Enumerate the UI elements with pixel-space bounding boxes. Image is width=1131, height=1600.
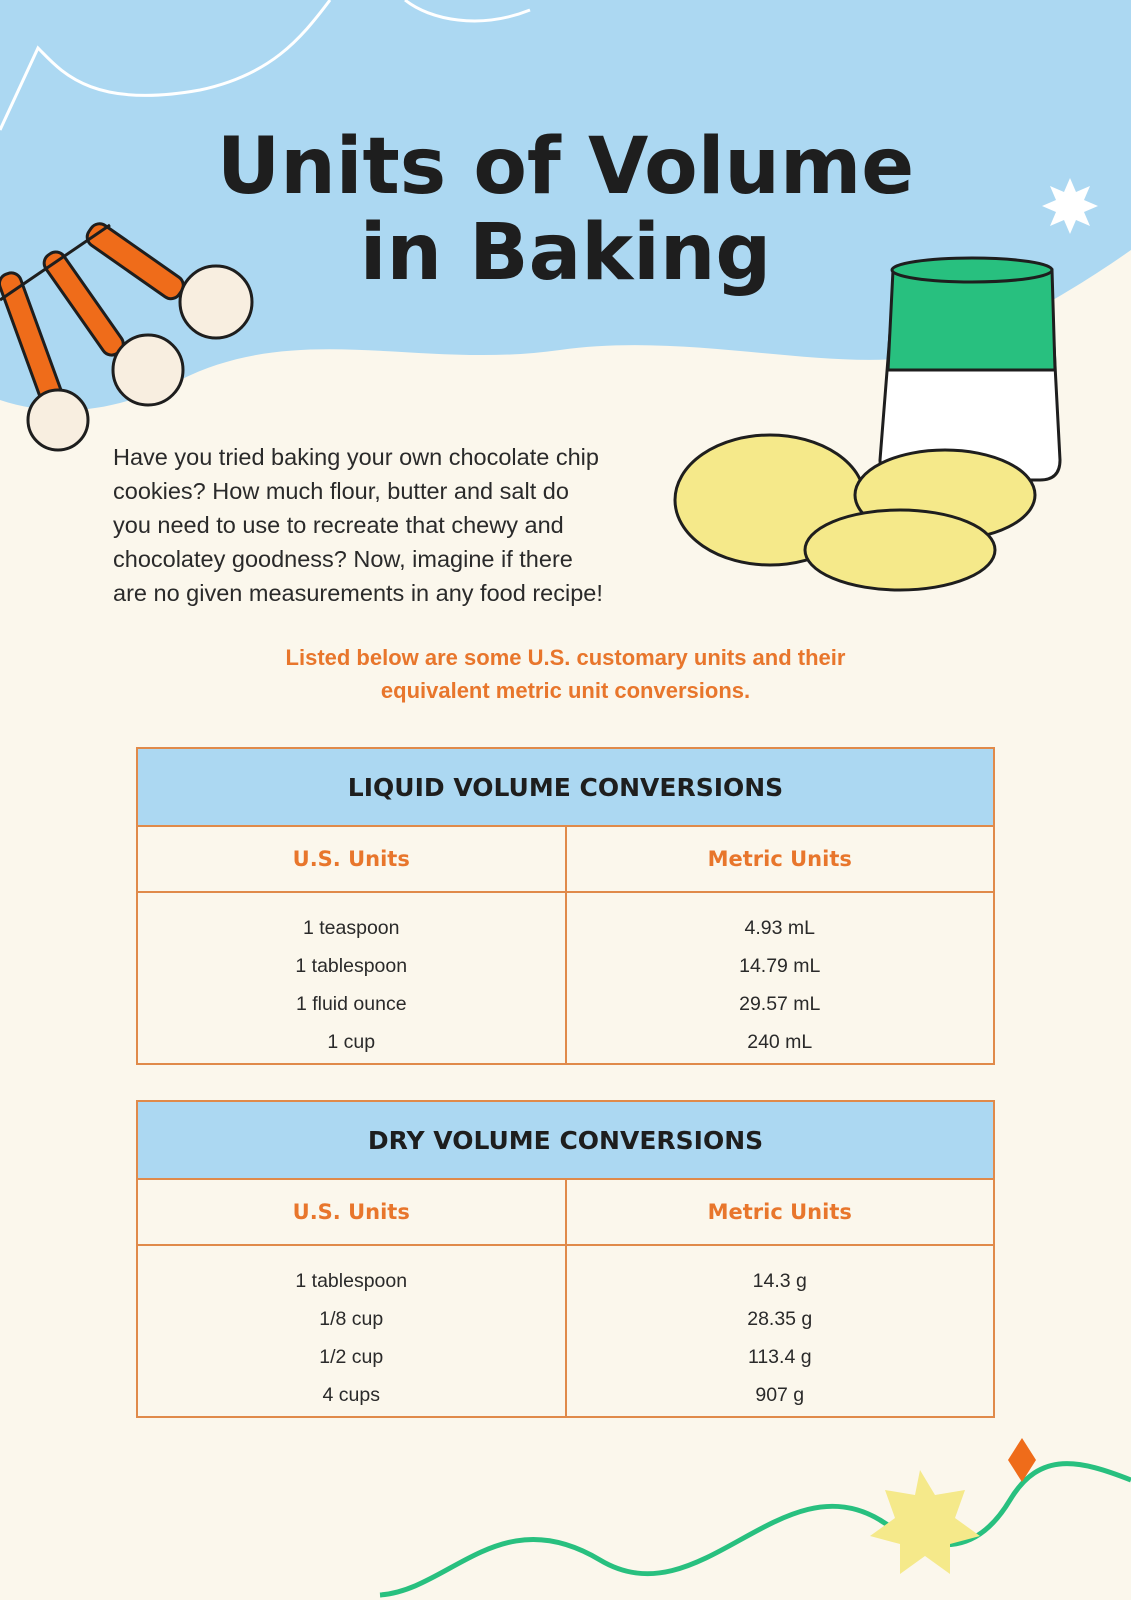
table-title: DRY VOLUME CONVERSIONS: [138, 1102, 993, 1180]
table-cell: 4 cups: [322, 1384, 380, 1406]
table-cell: 907 g: [755, 1384, 805, 1406]
table-cell: 14.79 mL: [739, 955, 821, 977]
table-header: U.S. Units Metric Units: [138, 827, 993, 893]
table-column: 14.3 g 28.35 g 113.4 g 907 g: [567, 1246, 994, 1416]
column-header: Metric Units: [707, 1200, 852, 1224]
table-body: 1 teaspoon 1 tablespoon 1 fluid ounce 1 cup…: [138, 893, 993, 1063]
note-line: equivalent metric unit conversions.: [380, 678, 751, 703]
intro-line: chocolatey goodness? Now, imagine if the…: [113, 546, 573, 572]
title: in Baking: [359, 208, 772, 298]
table-title: LIQUID VOLUME CONVERSIONS: [138, 749, 993, 827]
note-line: Listed below are some U.S. customary uni…: [285, 645, 846, 670]
table-cell: 113.4 g: [747, 1346, 812, 1368]
table: LIQUID VOLUME CONVERSIONS U.S. Units Metri…: [136, 747, 995, 1065]
intro-line: you need to use to recreate that chewy a…: [113, 512, 564, 538]
table-column: 4.93 mL 14.79 mL 29.57 mL 240 mL: [567, 893, 994, 1063]
table-cell: 28.35 g: [747, 1308, 813, 1330]
table-cell: 1 fluid ounce: [295, 993, 407, 1015]
table-column: 1 tablespoon 1/8 cup 1/2 cup 4 cups: [138, 1246, 567, 1416]
table-cell: 4.93 mL: [744, 917, 815, 939]
table-cell: 1 tablespoon: [295, 1270, 408, 1292]
table-cell: 1/8 cup: [319, 1308, 384, 1330]
table-cell: 1 tablespoon: [295, 955, 408, 977]
table-cell: 14.3 g: [752, 1270, 807, 1292]
column-header: U.S. Units: [138, 827, 567, 891]
table-cell: 1 teaspoon: [302, 917, 400, 939]
title: Units of Volume: [216, 122, 915, 212]
note: Listed below are some U.S. customary uni…: [0, 641, 1131, 707]
table-cell: 1/2 cup: [319, 1346, 384, 1368]
intro-line: cookies? How much flour, butter and salt…: [113, 478, 569, 504]
column-header: Metric Units: [707, 847, 852, 871]
intro-line: Have you tried baking your own chocolate…: [113, 444, 599, 470]
intro: Have you tried baking your own chocolate…: [113, 440, 603, 610]
table-cell: 29.57 mL: [739, 993, 821, 1015]
table-body: 1 tablespoon 1/8 cup 1/2 cup 4 cups 14.3 g 28…: [138, 1246, 993, 1416]
table-column: 1 teaspoon 1 tablespoon 1 fluid ounce 1 cup: [138, 893, 567, 1063]
intro-line: are no given measurements in any food re…: [113, 580, 603, 606]
column-header: U.S. Units: [138, 1180, 567, 1244]
table-cell: 240 mL: [747, 1031, 813, 1053]
table-cell: 1 cup: [327, 1031, 376, 1053]
table-header: U.S. Units Metric Units: [138, 1180, 993, 1246]
table: DRY VOLUME CONVERSIONS U.S. Units Metric U…: [136, 1100, 995, 1418]
